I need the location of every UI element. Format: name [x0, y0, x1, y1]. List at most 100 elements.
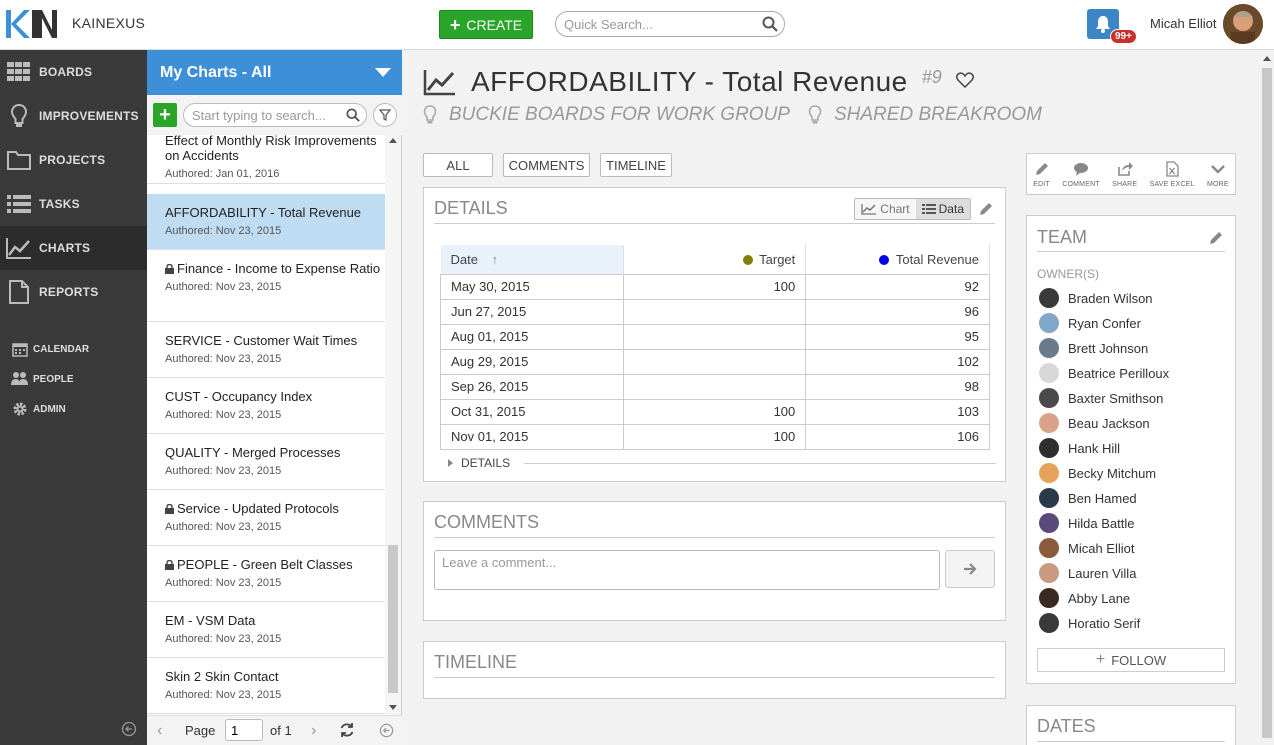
- list-item-date: Authored: Nov 23, 2015: [165, 225, 282, 237]
- team-member[interactable]: Hank Hill: [1039, 438, 1120, 458]
- scroll-thumb[interactable]: [388, 545, 398, 693]
- avatar: [1039, 338, 1059, 358]
- follow-button[interactable]: + FOLLOW: [1037, 648, 1225, 672]
- list-scrollbar[interactable]: [385, 135, 401, 715]
- nav-boards[interactable]: BOARDS: [0, 50, 147, 94]
- tab-all[interactable]: ALL: [423, 153, 493, 177]
- list-header[interactable]: My Charts - All: [147, 50, 402, 95]
- quick-search-input[interactable]: [564, 12, 754, 36]
- nav-charts[interactable]: CHARTS: [0, 226, 147, 270]
- add-chart-button[interactable]: +: [153, 103, 177, 127]
- avatar: [1039, 613, 1059, 633]
- collapse-nav-icon[interactable]: [121, 721, 137, 737]
- cell-date: May 30, 2015: [440, 273, 624, 300]
- list-item[interactable]: Service - Updated Protocols Authored: No…: [147, 490, 385, 546]
- column-header-date[interactable]: Date ↑: [440, 245, 624, 274]
- team-member[interactable]: Lauren Villa: [1039, 563, 1136, 583]
- kainexus-logo[interactable]: [4, 6, 58, 42]
- team-member[interactable]: Abby Lane: [1039, 588, 1130, 608]
- team-member[interactable]: Micah Elliot: [1039, 538, 1134, 558]
- pencil-icon[interactable]: [1209, 231, 1223, 245]
- search-icon[interactable]: [762, 16, 778, 32]
- team-member[interactable]: Ryan Confer: [1039, 313, 1141, 333]
- list-item[interactable]: EM - VSM Data Authored: Nov 23, 2015: [147, 602, 385, 658]
- scroll-up-icon[interactable]: [389, 138, 397, 143]
- page-input[interactable]: [225, 719, 263, 741]
- column-header-revenue[interactable]: Total Revenue: [805, 245, 990, 274]
- next-page-icon[interactable]: ›: [311, 722, 317, 739]
- team-member[interactable]: Baxter Smithson: [1039, 388, 1163, 408]
- team-member[interactable]: Becky Mitchum: [1039, 463, 1156, 483]
- list-item[interactable]: Effect of Monthly Risk Improvements on A…: [147, 135, 385, 184]
- nav-projects[interactable]: PROJECTS: [0, 138, 147, 182]
- scroll-up-icon[interactable]: [1263, 56, 1271, 61]
- team-member[interactable]: Brett Johnson: [1039, 338, 1148, 358]
- data-view-button[interactable]: Data: [915, 199, 970, 219]
- nav-improvements[interactable]: IMPROVEMENTS: [0, 94, 147, 138]
- list-item[interactable]: SERVICE - Customer Wait Times Authored: …: [147, 322, 385, 378]
- pencil-icon[interactable]: [979, 202, 993, 216]
- tab-timeline[interactable]: TIMELINE: [600, 153, 672, 177]
- team-member[interactable]: Beatrice Perilloux: [1039, 363, 1169, 383]
- caret-down-icon[interactable]: [375, 68, 391, 77]
- heart-icon[interactable]: [955, 72, 974, 88]
- refresh-icon[interactable]: [339, 722, 355, 738]
- chart-view-button[interactable]: Chart: [855, 199, 916, 219]
- nav-label: REPORTS: [39, 285, 99, 299]
- scroll-down-icon[interactable]: [389, 705, 397, 710]
- user-name[interactable]: Micah Elliot: [1150, 16, 1217, 31]
- search-icon[interactable]: [346, 108, 360, 122]
- share-icon: [1117, 161, 1133, 176]
- cell-date: Oct 31, 2015: [440, 398, 624, 425]
- action-label: EDIT: [1033, 180, 1050, 188]
- expand-triangle-icon: [448, 459, 453, 467]
- board-link[interactable]: BUCKIE BOARDS FOR WORK GROUP: [449, 104, 790, 125]
- nav-calendar[interactable]: CALENDAR: [0, 337, 147, 361]
- cell-revenue: 102: [805, 348, 990, 375]
- send-comment-button[interactable]: [945, 550, 995, 588]
- team-member[interactable]: Braden Wilson: [1039, 288, 1153, 308]
- scroll-thumb[interactable]: [1262, 68, 1272, 738]
- more-button[interactable]: MORE: [1207, 161, 1229, 188]
- list-item[interactable]: AFFORDABILITY - Total Revenue Authored: …: [147, 194, 385, 250]
- table-row: Aug 29, 2015 102: [440, 348, 990, 375]
- avatar: [1039, 363, 1059, 383]
- comment-button[interactable]: COMMENT: [1062, 161, 1100, 188]
- member-name: Hank Hill: [1068, 440, 1121, 456]
- nav-people[interactable]: PEOPLE: [0, 367, 147, 391]
- nav-tasks[interactable]: TASKS: [0, 182, 147, 226]
- user-avatar[interactable]: [1223, 4, 1263, 44]
- share-button[interactable]: SHARE: [1112, 161, 1137, 188]
- list-item[interactable]: PEOPLE - Green Belt Classes Authored: No…: [147, 546, 385, 602]
- collapse-panel-icon[interactable]: [379, 723, 394, 738]
- tab-comments[interactable]: COMMENTS: [503, 153, 590, 177]
- member-name: Brett Johnson: [1068, 340, 1149, 356]
- list-item[interactable]: Finance - Income to Expense Ratio Author…: [147, 250, 385, 322]
- details-expander[interactable]: DETAILS: [448, 456, 996, 470]
- main-scrollbar[interactable]: [1260, 50, 1274, 745]
- member-name: Micah Elliot: [1068, 540, 1135, 556]
- create-button[interactable]: + CREATE: [439, 10, 533, 39]
- member-name: Abby Lane: [1068, 590, 1131, 606]
- cell-target: [622, 298, 807, 325]
- comment-input[interactable]: [434, 550, 940, 590]
- column-header-target[interactable]: Target: [623, 245, 807, 274]
- list-item[interactable]: QUALITY - Merged Processes Authored: Nov…: [147, 434, 385, 490]
- list-search-input[interactable]: [192, 104, 342, 126]
- location-link[interactable]: SHARED BREAKROOM: [833, 104, 1042, 125]
- team-member[interactable]: Hilda Battle: [1039, 513, 1134, 533]
- list-item[interactable]: Skin 2 Skin Contact Authored: Nov 23, 20…: [147, 658, 385, 714]
- team-member[interactable]: Ben Hamed: [1039, 488, 1137, 508]
- gear-icon: [11, 400, 29, 418]
- save-excel-button[interactable]: SAVE EXCEL: [1150, 160, 1195, 188]
- cell-date: Jun 27, 2015: [440, 298, 624, 325]
- edit-button[interactable]: EDIT: [1033, 161, 1050, 188]
- team-member[interactable]: Beau Jackson: [1039, 413, 1150, 433]
- team-member[interactable]: Horatio Serif: [1039, 613, 1140, 633]
- filter-button[interactable]: [373, 103, 397, 127]
- nav-admin[interactable]: ADMIN: [0, 397, 147, 421]
- prev-page-icon[interactable]: ‹: [157, 722, 163, 739]
- chart-view-label: Chart: [880, 202, 910, 216]
- list-item[interactable]: CUST - Occupancy Index Authored: Nov 23,…: [147, 378, 385, 434]
- nav-reports[interactable]: REPORTS: [0, 270, 147, 314]
